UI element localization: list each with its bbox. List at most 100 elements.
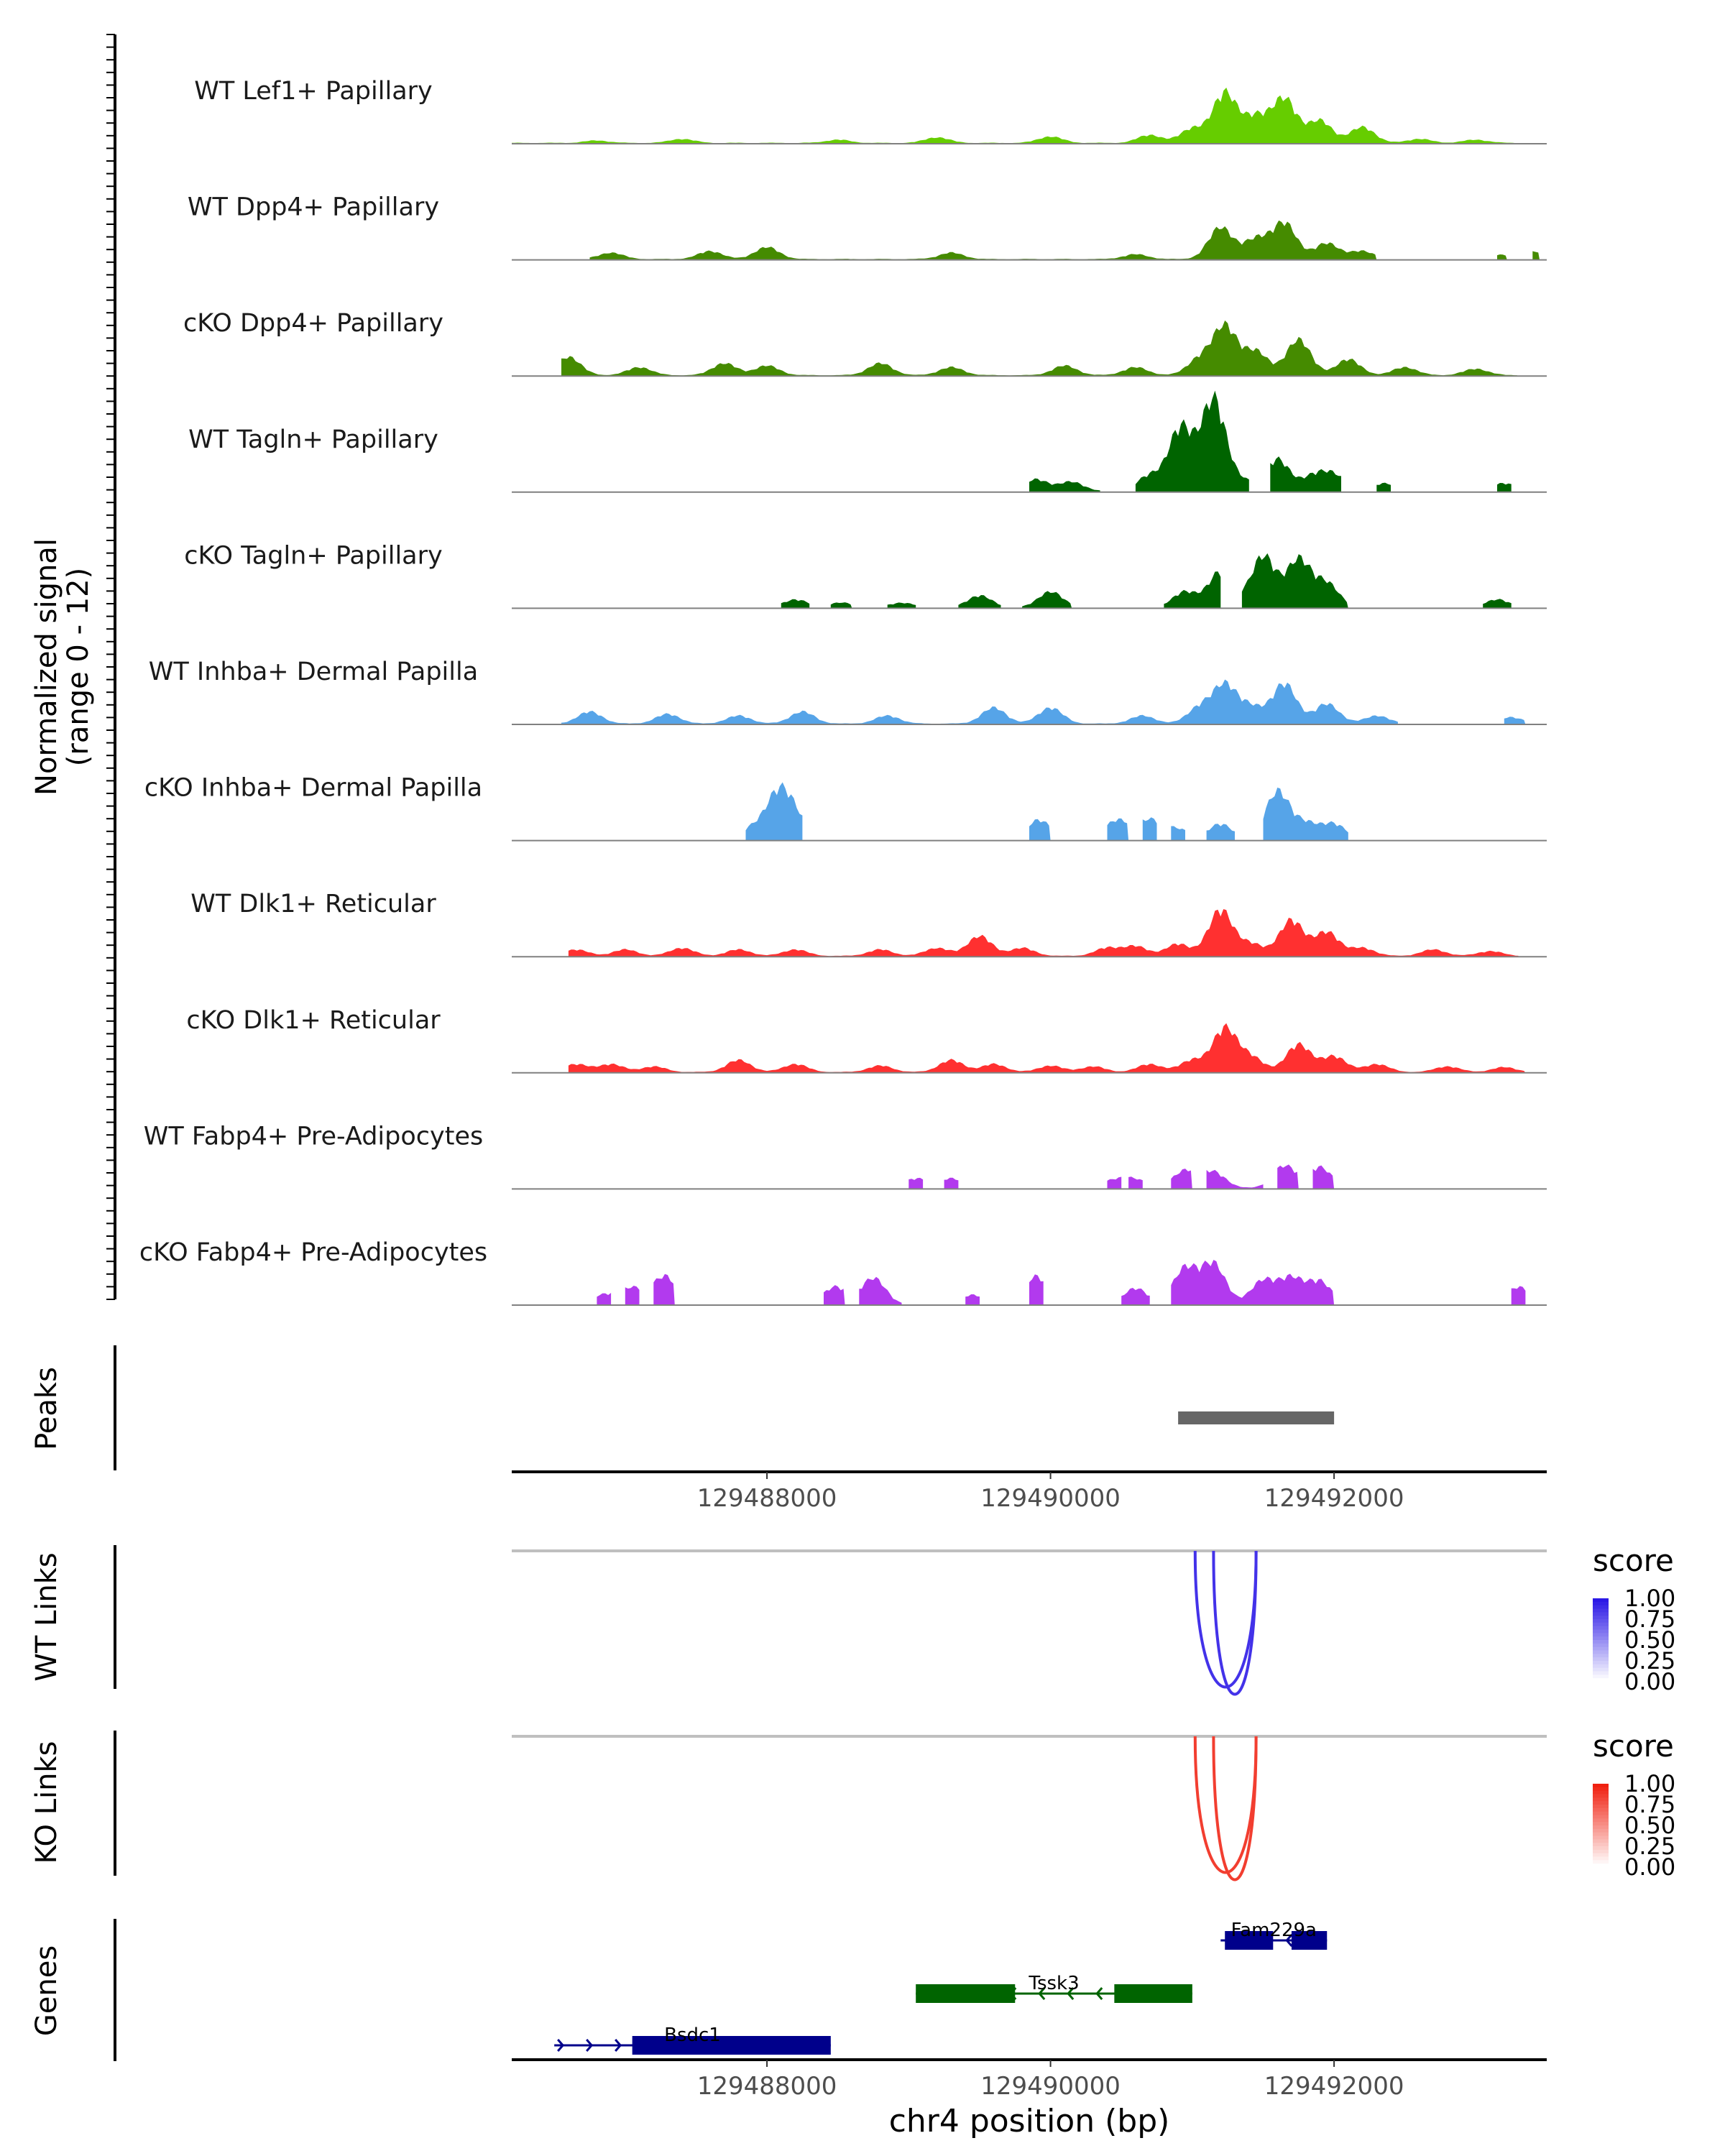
coverage-area [1312, 1165, 1335, 1189]
legend-gradient-step [1593, 1853, 1609, 1858]
legend-gradient-step [1593, 1784, 1609, 1788]
legend-gradient-step [1593, 1629, 1609, 1634]
legend-gradient-step [1593, 1822, 1609, 1826]
legend-gradient-step [1593, 1832, 1609, 1837]
legend-gradient-step [1593, 1608, 1609, 1613]
track-label: WT Fabp4+ Pre-Adipocytes [144, 1122, 483, 1151]
track-label: cKO Inhba+ Dermal Papilla [144, 774, 482, 803]
position-axis-top: 129488000 129490000 129492000 [512, 1470, 1547, 1513]
coverage-area [1277, 1164, 1299, 1189]
x-tick-label: 129488000 [697, 2072, 837, 2101]
legend-tick-label: 0.25 [1624, 1833, 1675, 1860]
track-wt-inhba-dermal-papilla: WT Inhba+ Dermal Papilla [149, 658, 1547, 725]
gene-label: Bsdc1 [664, 2024, 721, 2046]
strand-arrow [615, 2039, 622, 2052]
coverage-area [653, 1273, 675, 1305]
coverage-area [887, 602, 916, 609]
legend-gradient-step [1593, 1790, 1609, 1795]
coverage-area [1241, 553, 1348, 609]
track-cko-fabp4-pre-adipocytes: cKO Fabp4+ Pre-Adipocytes [139, 1238, 1547, 1306]
legend-gradient-step [1593, 1849, 1609, 1854]
track-label: WT Inhba+ Dermal Papilla [149, 658, 478, 686]
coverage-area [1029, 1274, 1044, 1305]
track-label: cKO Dlk1+ Reticular [186, 1006, 441, 1035]
track-cko-tagln-papillary: cKO Tagln+ Papillary [184, 541, 1547, 609]
position-axis-bottom: 129488000 129490000 129492000 [512, 2058, 1547, 2101]
coverage-y-label: Normalized signal [30, 538, 63, 796]
legend-gradient-step [1593, 1828, 1609, 1833]
legend-gradient-step [1593, 1818, 1609, 1823]
track-cko-dlk1-reticular: cKO Dlk1+ Reticular [186, 1006, 1547, 1074]
coverage-area [1128, 1176, 1143, 1189]
coverage-area [830, 602, 852, 609]
legend-gradient-step [1593, 1633, 1609, 1637]
coverage-area [859, 1276, 902, 1305]
legend-title: score [1593, 1728, 1674, 1764]
gene-fam229a: Fam229a [1220, 1920, 1328, 1950]
coverage-area [745, 782, 803, 841]
legend-gradient-step [1593, 1601, 1609, 1606]
legend-gradient-step [1593, 1825, 1609, 1830]
coverage-area [1270, 456, 1341, 492]
legend-gradient-step [1593, 1811, 1609, 1816]
strand-arrow [1067, 1987, 1075, 2000]
coverage-y-label-range: (range 0 - 12) [62, 568, 95, 766]
legend-gradient-step [1593, 1807, 1609, 1812]
coverage-area [1206, 1169, 1264, 1189]
x-axis-title: chr4 position (bp) [889, 2103, 1170, 2139]
legend-gradient-step [1593, 1667, 1609, 1672]
x-tick-label: 129492000 [1264, 1484, 1404, 1513]
coverage-area [1483, 599, 1512, 609]
coverage-area [1142, 817, 1157, 841]
strand-arrow [1095, 1987, 1103, 2000]
legend-gradient-step [1593, 1671, 1609, 1675]
legend-gradient-step [1593, 1616, 1609, 1620]
legend-gradient-step [1593, 1650, 1609, 1654]
coverage-area [512, 87, 1519, 144]
legend-gradient-step [1593, 1605, 1609, 1610]
legend-gradient-step [1593, 1864, 1609, 1868]
legend-gradient-step [1593, 1626, 1609, 1631]
legend-gradient-step [1593, 1598, 1609, 1603]
gene-exon [916, 1984, 1016, 2003]
legend-tick-label: 0.75 [1624, 1791, 1675, 1818]
legend-tick-label: 0.25 [1624, 1647, 1675, 1674]
coverage-area [1171, 826, 1185, 841]
track-wt-dlk1-reticular: WT Dlk1+ Reticular [190, 890, 1547, 958]
coverage-tracks: WT Lef1+ Papillary WT Dpp4+ Papillary cKO … [139, 77, 1547, 1306]
x-tick-label: 129488000 [697, 1484, 837, 1513]
legend-gradient-step [1593, 1619, 1609, 1623]
link-arc [1212, 1550, 1258, 1696]
track-wt-dpp4-papillary: WT Dpp4+ Papillary [188, 193, 1547, 261]
coverage-area [1107, 818, 1129, 841]
score-legend: score 1.000.750.500.250.00 [1593, 1543, 1675, 1695]
legend-gradient-step [1593, 1612, 1609, 1616]
gene-exon [1225, 1931, 1274, 1950]
links-ko-links: KO Links score 1.000.750.500.250.00 [30, 1728, 1675, 1881]
legend-gradient-step [1593, 1797, 1609, 1802]
coverage-area [1029, 819, 1051, 841]
track-label: WT Dpp4+ Papillary [188, 193, 439, 222]
legend-gradient-step [1593, 1674, 1609, 1679]
track-wt-lef1-papillary: WT Lef1+ Papillary [194, 77, 1547, 144]
coverage-area [824, 1285, 845, 1305]
legend-gradient-step [1593, 1794, 1609, 1798]
legend-gradient-step [1593, 1622, 1609, 1627]
track-wt-tagln-papillary: WT Tagln+ Papillary [188, 390, 1547, 493]
legend-gradient-step [1593, 1856, 1609, 1861]
peaks-panel: Peaks [30, 1345, 1335, 1470]
coverage-area [1504, 717, 1526, 724]
legend-gradient-step [1593, 1657, 1609, 1662]
legend-tick-label: 0.50 [1624, 1626, 1675, 1654]
coverage-area [1206, 824, 1235, 841]
legend-gradient-step [1593, 1839, 1609, 1843]
strand-arrow [557, 2039, 565, 2052]
track-wt-fabp4-pre-adipocytes: WT Fabp4+ Pre-Adipocytes [144, 1122, 1547, 1190]
coverage-area [781, 599, 810, 609]
legend-gradient-step [1593, 1640, 1609, 1644]
strand-arrow [1285, 1934, 1293, 1947]
track-cko-inhba-dermal-papilla: cKO Inhba+ Dermal Papilla [144, 774, 1547, 842]
legend-tick-label: 0.00 [1624, 1853, 1675, 1881]
